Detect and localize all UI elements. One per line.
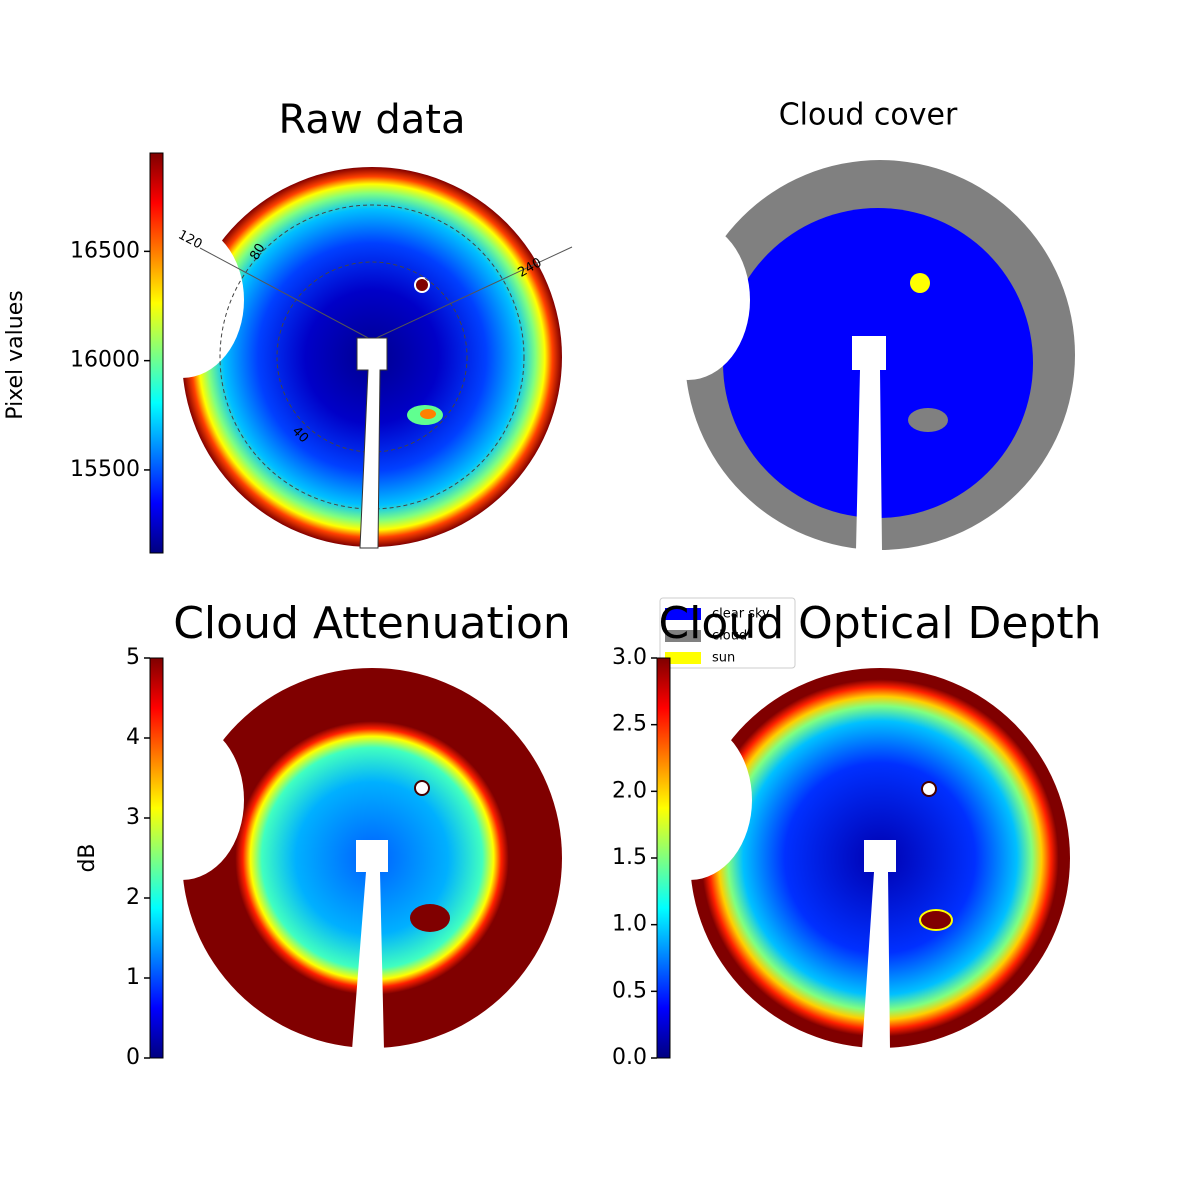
colorbar-label: Pixel values xyxy=(3,290,28,419)
colorbar-tick-label: 15500 xyxy=(70,457,140,482)
colorbar xyxy=(656,657,671,1059)
colorbar-tick-label: 5 xyxy=(126,645,140,670)
legend-swatch xyxy=(665,630,701,642)
chart-title: Cloud Optical Depth xyxy=(658,598,1101,649)
legend-label: cloud xyxy=(712,629,747,644)
legend-swatch xyxy=(665,608,701,620)
colorbar-tick-label: 2.0 xyxy=(612,778,647,803)
colorbar-tick-label: 1 xyxy=(126,965,140,990)
cloud-mask-image xyxy=(626,160,1075,550)
colorbar-tick-label: 1.0 xyxy=(612,912,647,937)
chart-title: Cloud cover xyxy=(779,98,958,133)
colorbar-tick-label: 2 xyxy=(126,885,140,910)
colorbar-tick-label: 0 xyxy=(126,1045,140,1070)
legend-label: sun xyxy=(712,651,735,666)
colorbar-tick-label: 1.5 xyxy=(612,845,647,870)
chart-title: Raw data xyxy=(279,97,466,143)
colorbar xyxy=(149,152,164,554)
colorbar-tick-label: 16000 xyxy=(70,348,140,373)
colorbar-tick-label: 16500 xyxy=(70,238,140,263)
colorbar-tick-label: 0.0 xyxy=(612,1045,647,1070)
chart-title: Cloud Attenuation xyxy=(173,598,571,649)
sky-image xyxy=(120,668,562,1050)
colorbar xyxy=(149,657,164,1059)
colorbar-tick-label: 2.5 xyxy=(612,712,647,737)
legend-label: clear sky xyxy=(712,607,770,622)
sky-image xyxy=(120,167,573,549)
colorbar-tick-label: 0.5 xyxy=(612,978,647,1003)
colorbar-tick-label: 3.0 xyxy=(612,645,647,670)
colorbar-tick-label: 4 xyxy=(126,725,140,750)
colorbar-tick-label: 3 xyxy=(126,805,140,830)
colorbar-label: dB xyxy=(75,843,100,872)
polar-grid-label: 80 xyxy=(247,241,268,263)
sky-image xyxy=(628,668,1070,1050)
legend-swatch xyxy=(665,652,701,664)
